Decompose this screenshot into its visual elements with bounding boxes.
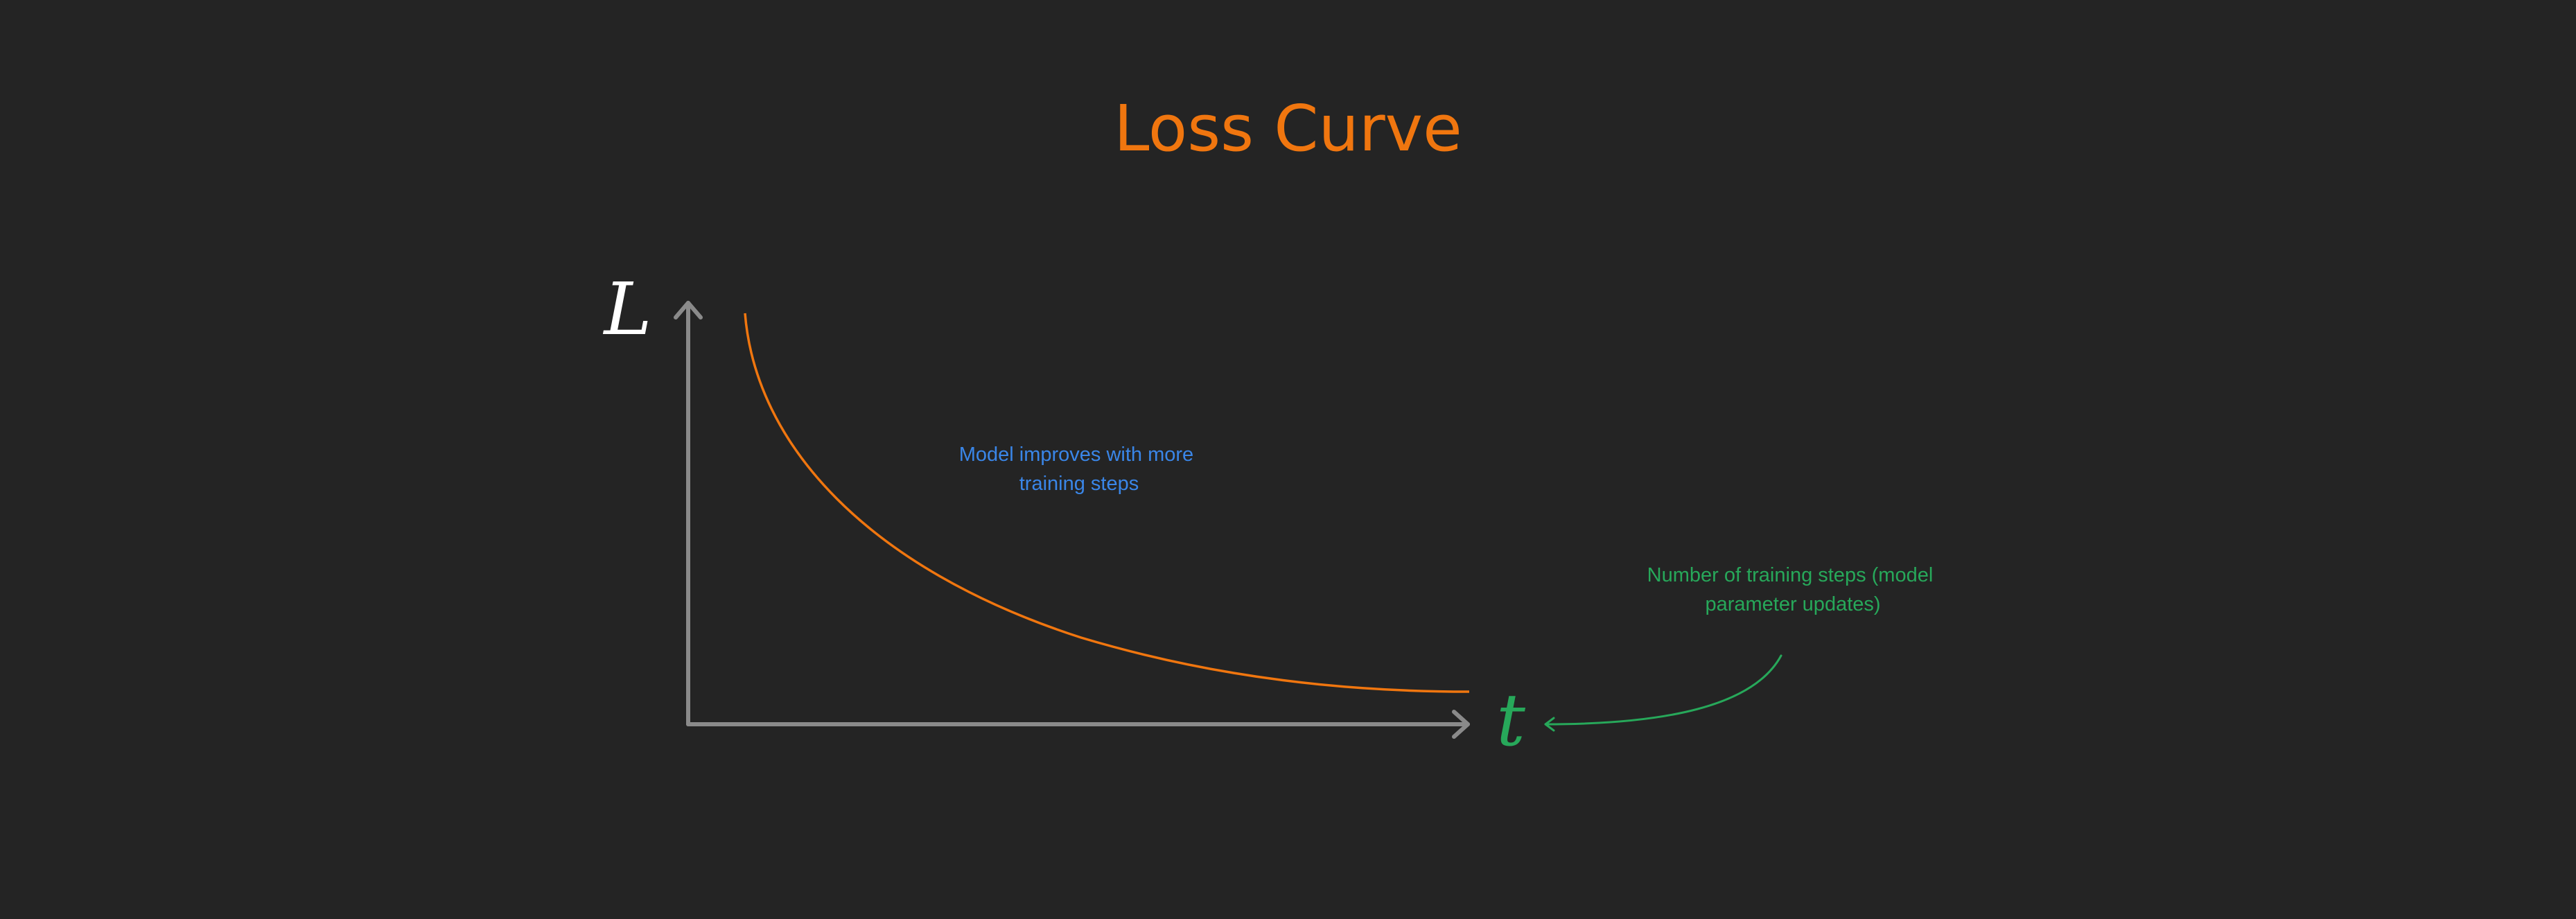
x-axis-symbol: t bbox=[1496, 678, 1525, 762]
x-axis-note-pointer bbox=[1544, 654, 1782, 732]
curve-note-line-1: Model improves with more bbox=[959, 444, 1193, 466]
x-axis-arrowhead bbox=[1452, 710, 1470, 739]
diagram-title: Loss Curve bbox=[1114, 91, 1462, 166]
x-axis-note: Number of training steps (model paramete… bbox=[1647, 564, 1939, 615]
axes bbox=[674, 301, 1470, 739]
x-axis-note-line-1: Number of training steps (model bbox=[1647, 564, 1934, 586]
x-axis-note-line-2: parameter updates) bbox=[1705, 593, 1880, 615]
pointer-arrowhead bbox=[1544, 717, 1555, 732]
loss-curve bbox=[744, 313, 1470, 693]
curve-note-line-2: training steps bbox=[1019, 473, 1139, 495]
y-axis-symbol: L bbox=[602, 267, 651, 351]
curve-note: Model improves with more training steps bbox=[959, 444, 1200, 495]
pointer-curve bbox=[1544, 654, 1782, 726]
y-axis-arrowhead bbox=[674, 301, 703, 320]
